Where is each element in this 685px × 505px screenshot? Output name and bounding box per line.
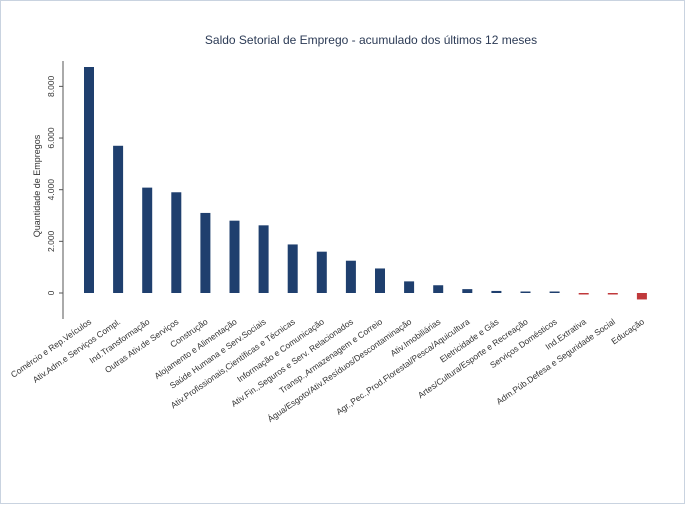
bar xyxy=(462,289,473,293)
bar xyxy=(433,285,444,293)
y-tick-label: 0 xyxy=(46,290,56,295)
y-tick-label: 4.000 xyxy=(46,179,56,201)
bar xyxy=(375,268,385,293)
y-tick-label: 6.000 xyxy=(46,127,56,149)
bar xyxy=(287,244,298,293)
y-axis-title: Quantidade de Empregos xyxy=(32,134,42,237)
bar xyxy=(84,67,94,293)
bar xyxy=(578,293,589,295)
bar xyxy=(113,145,124,293)
bar xyxy=(636,293,647,300)
bar xyxy=(229,220,240,293)
bar xyxy=(258,225,269,293)
bar xyxy=(316,251,327,293)
bar xyxy=(491,290,502,293)
bar xyxy=(549,291,560,293)
y-axis-ticks: 0 2.000 4.000 6.000 8.000 xyxy=(46,75,63,295)
bar xyxy=(142,187,153,293)
chart-title: Saldo Setorial de Emprego - acumulado do… xyxy=(205,33,537,47)
y-tick-label: 8.000 xyxy=(46,75,56,97)
bar-series xyxy=(84,67,647,300)
bar xyxy=(171,192,182,293)
x-category-label: Educação xyxy=(609,316,646,346)
y-tick-label: 2.000 xyxy=(46,230,56,252)
bar xyxy=(200,212,211,293)
bar xyxy=(404,281,415,293)
bar xyxy=(520,291,531,293)
bar xyxy=(607,293,618,295)
bar xyxy=(345,260,356,293)
